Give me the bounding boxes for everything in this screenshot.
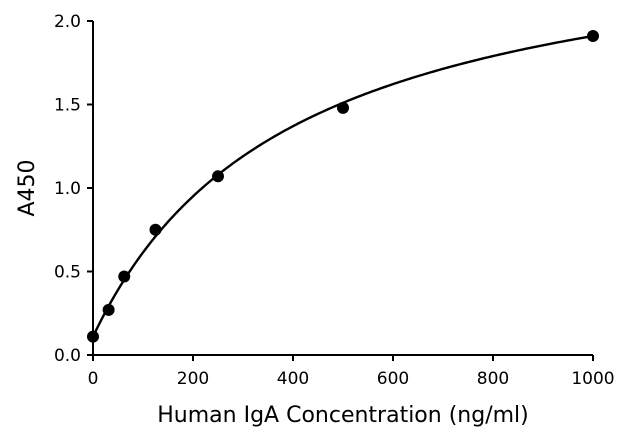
y-axis-title: A450 (15, 159, 40, 216)
data-point (87, 330, 99, 343)
data-point (149, 223, 162, 236)
y-tick-label: 2.0 (54, 12, 81, 32)
y-tick-label: 0.5 (54, 263, 81, 283)
data-point (212, 170, 224, 183)
data-point (102, 303, 115, 316)
x-tick-label: 600 (377, 369, 409, 389)
x-tick-label: 200 (177, 369, 209, 389)
y-axis: 0.0 0.5 1.0 1.5 2.0 (54, 12, 94, 366)
data-points (87, 30, 599, 343)
x-axis-title: Human IgA Concentration (ng/ml) (157, 403, 529, 428)
data-point (337, 101, 349, 114)
data-point (587, 30, 599, 43)
y-tick-label: 0.0 (54, 346, 81, 366)
y-tick-label: 1.5 (54, 96, 81, 116)
fit-curve (91, 34, 594, 338)
x-tick-label: 1000 (571, 369, 614, 389)
x-tick-label: 400 (277, 369, 309, 389)
x-tick-label: 800 (477, 369, 509, 389)
x-axis: 0 200 400 600 800 1000 (88, 354, 615, 389)
x-tick-label: 0 (88, 369, 99, 389)
y-tick-label: 1.0 (54, 179, 81, 199)
data-point (118, 270, 131, 283)
